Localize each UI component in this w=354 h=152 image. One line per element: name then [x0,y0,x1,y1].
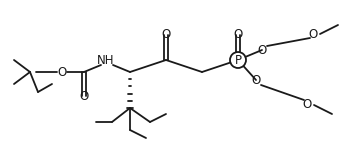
Text: O: O [79,90,88,102]
Text: O: O [161,29,171,41]
Circle shape [230,52,246,68]
Text: O: O [257,43,267,57]
Text: O: O [308,28,318,40]
Text: O: O [302,98,312,112]
Text: O: O [57,66,67,78]
Text: O: O [233,29,242,41]
Text: NH: NH [97,54,115,67]
Text: P: P [234,54,241,67]
Text: O: O [251,74,261,86]
